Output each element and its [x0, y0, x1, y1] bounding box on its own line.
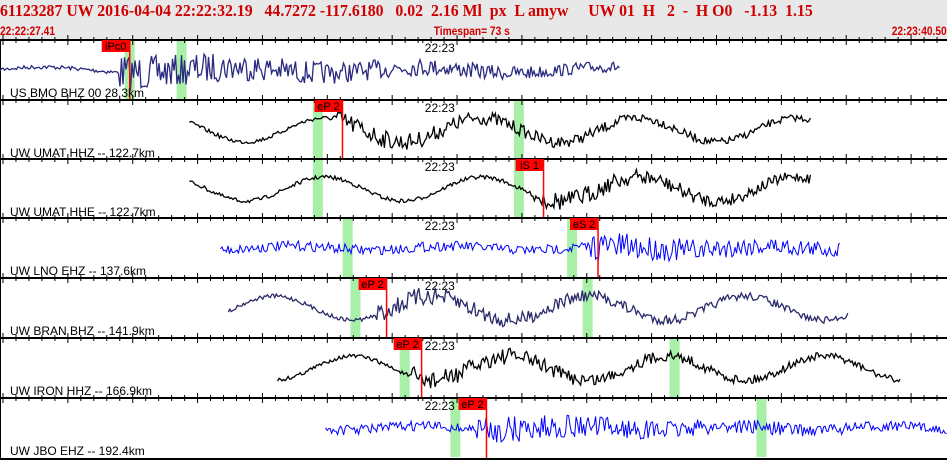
waveform-trace [0, 52, 620, 91]
channel-label: UW UMAT HHE -- 122.7km [10, 205, 156, 219]
waveform-trace [227, 286, 849, 328]
minute-label: 22:23 [425, 160, 455, 174]
timespan: Timespan= 73 s [433, 24, 510, 38]
predicted-arrival-marker [756, 399, 767, 457]
waveform-trace [220, 233, 841, 263]
phase-pick-flag [458, 398, 487, 410]
predicted-arrival-marker [582, 279, 593, 337]
predicted-arrival-marker [350, 279, 361, 337]
predicted-arrival-marker [399, 339, 410, 397]
phase-pick-flag [101, 40, 130, 52]
minute-label: 22:23 [425, 101, 455, 115]
waveform-trace [189, 110, 811, 150]
end-time: 22:23:40.50 [891, 24, 947, 38]
channel-label: UW UMAT HHZ -- 122.7km [10, 146, 155, 160]
predicted-arrival-marker [342, 219, 353, 277]
phase-pick-label: eP 2 [396, 339, 418, 351]
channel-label: UW BRAN BHZ -- 141.9km [10, 324, 155, 338]
predicted-arrival-marker [450, 399, 461, 457]
phase-pick-label: eP 2 [461, 399, 483, 411]
phase-pick-label: eP 2 [317, 101, 339, 113]
phase-pick-flag [314, 100, 343, 112]
predicted-arrival-marker [513, 101, 524, 159]
waveform-trace [325, 414, 947, 443]
minute-label: 22:23 [425, 41, 455, 55]
phase-pick-label: iS 1 [520, 160, 539, 172]
minute-label: 22:23 [425, 219, 455, 233]
phase-pick-label: iPc0 [105, 41, 126, 53]
waveform-trace [277, 347, 901, 389]
waveform-trace [189, 167, 812, 211]
channel-label: UW LNO EHZ -- 137.6km [10, 264, 146, 278]
predicted-arrival-marker [513, 160, 524, 218]
event-header: 61123287 UW 2016-04-04 22:22:32.19 44.72… [0, 0, 947, 39]
minute-label: 22:23 [425, 279, 455, 293]
event-summary: 61123287 UW 2016-04-04 22:22:32.19 44.72… [0, 1, 813, 20]
predicted-arrival-marker [669, 339, 680, 397]
phase-pick-label: eS 2 [573, 219, 596, 231]
phase-pick-label: eP 2 [361, 279, 383, 291]
start-time: 22:22:27.41 [0, 24, 56, 38]
minute-label: 22:23 [425, 339, 455, 353]
channel-label: UW JBO EHZ -- 192.4km [10, 444, 145, 458]
predicted-arrival-marker [312, 101, 323, 159]
phase-pick-flag [570, 218, 599, 230]
phase-pick-flag [393, 338, 422, 350]
predicted-arrival-marker [176, 41, 187, 99]
phase-pick-flag [515, 159, 544, 171]
channel-label: US BMO BHZ 00 28.3km [10, 86, 144, 100]
phase-pick-flag [358, 278, 387, 290]
minute-label: 22:23 [425, 399, 455, 413]
channel-label: UW IRON HHZ -- 166.9km [10, 384, 152, 398]
predicted-arrival-marker [312, 160, 323, 218]
